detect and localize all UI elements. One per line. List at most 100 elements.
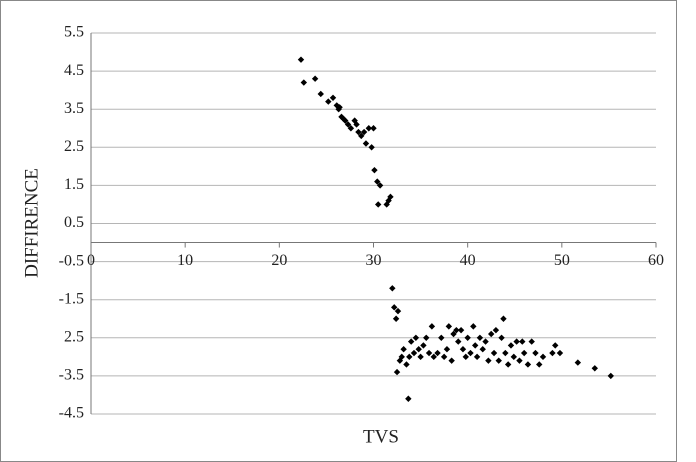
data-point [374, 178, 381, 185]
data-point [472, 342, 479, 349]
data-point [445, 323, 453, 330]
data-point [492, 326, 500, 334]
data-point [516, 357, 523, 364]
data-point [520, 349, 528, 357]
x-tick-label: 50 [554, 252, 570, 269]
data-point [440, 353, 448, 361]
y-tick-label: -4.5 [59, 405, 84, 422]
data-point [398, 353, 405, 361]
data-point [400, 346, 407, 353]
y-tick-label: 5.5 [64, 24, 84, 41]
data-point [524, 361, 532, 368]
y-axis-title: DIFFIRENCE [21, 168, 42, 278]
data-point [510, 353, 518, 361]
data-point [476, 334, 484, 341]
data-point [464, 334, 471, 341]
data-point [362, 140, 370, 147]
data-point [443, 346, 451, 353]
data-point [462, 353, 469, 361]
data-point [498, 334, 505, 341]
data-point [479, 346, 486, 353]
data-point [375, 201, 382, 208]
x-tick-label: 10 [177, 252, 193, 269]
y-tick-label: 4.5 [64, 62, 84, 79]
data-point [448, 357, 455, 364]
data-point [502, 349, 509, 357]
y-tick-label: 3.5 [64, 100, 84, 117]
data-point [549, 349, 556, 357]
y-tick-label: 2.5 [64, 138, 84, 155]
y-tick-label: -1.5 [59, 290, 84, 307]
data-point [490, 349, 498, 357]
data-point [368, 144, 375, 151]
data-point [406, 353, 413, 361]
data-point [370, 125, 377, 132]
data-point [365, 125, 372, 132]
data-point [500, 315, 507, 322]
data-point [532, 349, 539, 357]
data-point [371, 166, 378, 174]
data-point [470, 323, 477, 330]
data-point [358, 132, 365, 140]
data-point [539, 353, 547, 361]
y-tick-label: 1.5 [64, 176, 84, 193]
data-point [403, 361, 410, 368]
data-point [389, 285, 396, 292]
y-tick-label: 0.5 [64, 214, 84, 231]
data-point [495, 357, 502, 364]
x-tick-label: 0 [87, 252, 95, 269]
data-point [329, 94, 337, 101]
data-point [415, 346, 422, 353]
data-point [344, 121, 352, 128]
data-point [410, 349, 418, 357]
data-point [405, 395, 412, 402]
data-point [536, 361, 543, 368]
data-point [556, 349, 564, 357]
data-point [504, 361, 512, 368]
y-tick-label: 2.5 [64, 328, 84, 345]
data-point [438, 334, 445, 341]
data-point [434, 349, 441, 357]
data-point [325, 98, 332, 105]
data-point [428, 323, 436, 330]
data-point [519, 338, 526, 345]
data-point [393, 368, 401, 376]
data-point [391, 304, 398, 311]
x-tick-label: 60 [648, 252, 664, 269]
data-point [420, 342, 427, 349]
data-point [552, 342, 559, 349]
data-point [340, 115, 347, 122]
data-point [311, 75, 319, 82]
grid [91, 32, 656, 415]
data-point [300, 79, 308, 86]
data-point [591, 365, 598, 372]
data-point [297, 56, 305, 63]
data-point [459, 346, 467, 353]
y-tick-label: -3.5 [59, 367, 84, 384]
data-point [488, 330, 495, 338]
data-point [607, 372, 614, 380]
data-point [423, 334, 430, 341]
x-tick-label: 30 [366, 252, 382, 269]
data-point [317, 90, 324, 98]
data-point [425, 349, 433, 357]
data-point [457, 326, 465, 334]
data-point [417, 353, 424, 361]
data-point [528, 338, 535, 345]
data-point [355, 128, 362, 136]
data-point [455, 338, 462, 345]
chart-frame [0, 0, 677, 462]
data-point [507, 342, 515, 349]
axes: 5.5 4.5 3.5 2.5 1.5 0.5 -0.5 -1.5 2.5 -3.5 -4.5 0 10… [59, 24, 664, 422]
x-tick-label: 40 [460, 252, 476, 269]
x-tick-label: 20 [271, 252, 287, 269]
x-axis-title: TVS [363, 426, 399, 447]
data-point [342, 117, 349, 124]
data-point [412, 334, 420, 341]
data-point [485, 357, 492, 364]
data-point [450, 330, 457, 338]
data-point [392, 315, 400, 322]
data-point [387, 193, 394, 201]
